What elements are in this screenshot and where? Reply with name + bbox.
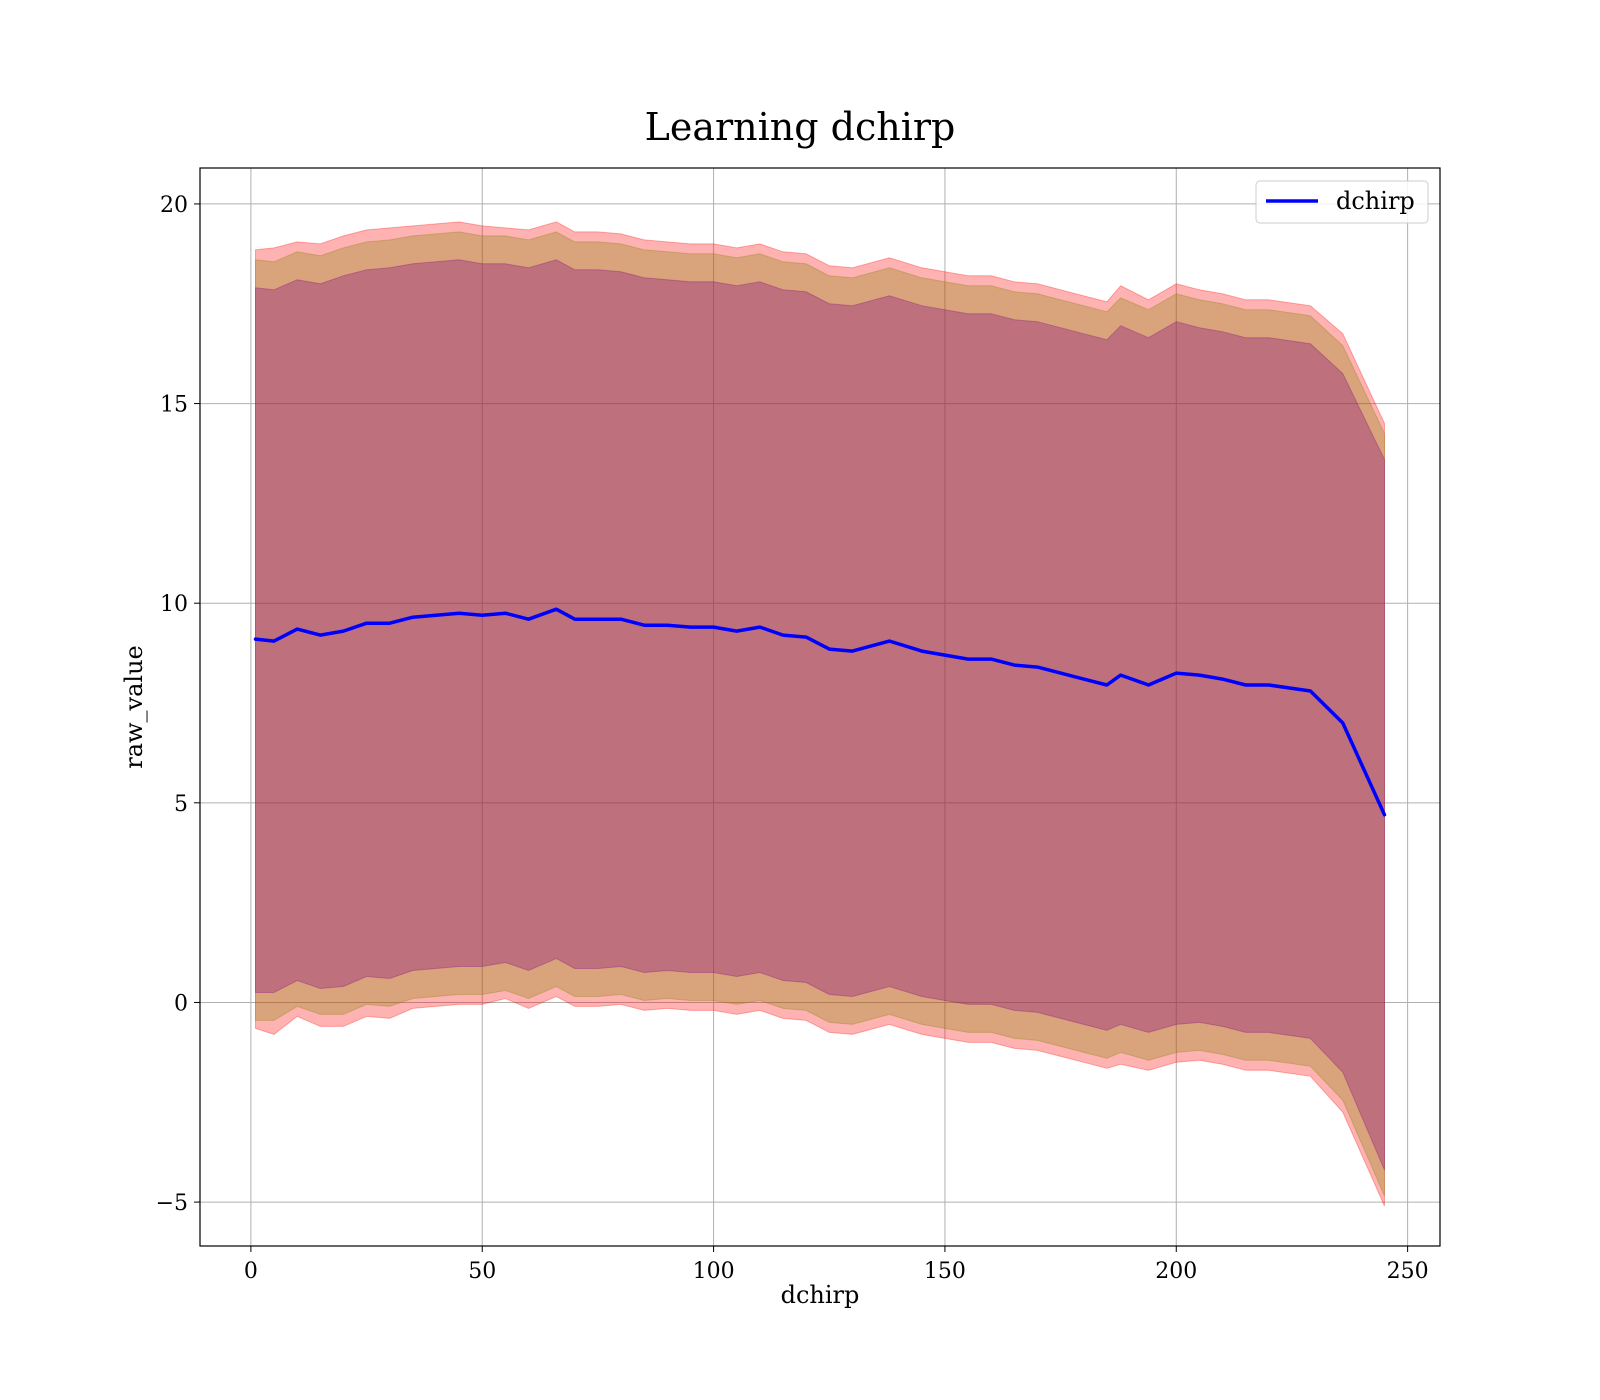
- confidence-band: [255, 221, 1385, 1207]
- confidence-band: [255, 231, 1385, 1197]
- confidence-bands: [255, 221, 1385, 1207]
- x-tick-label: 200: [1155, 1259, 1197, 1284]
- y-tick-label: 15: [160, 393, 188, 418]
- x-tick-label: 150: [924, 1259, 966, 1284]
- legend: dchirp: [1255, 180, 1429, 224]
- x-axis-ticks: 0 50 100 150 200 250: [244, 1246, 1429, 1284]
- grid: [200, 168, 1440, 1246]
- x-axis-label: dchirp: [781, 1281, 860, 1309]
- series-lines: [253, 607, 1387, 817]
- y-axis-label: raw_value: [120, 645, 148, 769]
- confidence-band: [255, 259, 1385, 1171]
- y-tick-label: −5: [156, 1191, 188, 1216]
- y-axis-ticks: −5 0 5 10 15 20: [156, 193, 200, 1216]
- series-line-dchirp: [253, 607, 1387, 817]
- x-tick-label: 250: [1387, 1259, 1429, 1284]
- x-tick-label: 0: [244, 1259, 258, 1284]
- x-tick-label: 100: [693, 1259, 735, 1284]
- x-tick-label: 50: [468, 1259, 496, 1284]
- y-tick-label: 20: [160, 193, 188, 218]
- chart-title: Learning dchirp: [645, 105, 956, 149]
- y-tick-label: 10: [160, 592, 188, 617]
- legend-box: [1255, 180, 1429, 224]
- y-tick-label: 0: [174, 991, 188, 1016]
- plot-frame: [199, 167, 1441, 1247]
- y-tick-label: 5: [174, 792, 188, 817]
- legend-label: dchirp: [1336, 187, 1415, 215]
